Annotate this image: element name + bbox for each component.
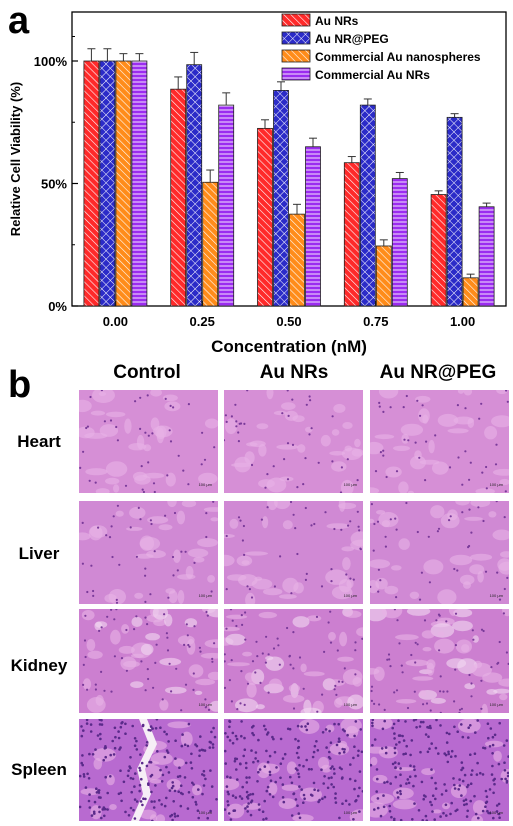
scale-bar-label: 100 μm [489,702,503,707]
bar-commercial-au-nanospheres-0.50 [289,213,305,307]
tissue-heart-au-nr-peg: 100 μm [370,390,509,493]
bar-au-nrs-0.50 [257,127,273,307]
tissue-texture [224,390,363,493]
column-title-control: Control [113,362,181,383]
panel-b-letter: b [8,364,32,406]
tissue-liver-au-nrs: 100 μm [224,501,363,604]
x-tick-label: 0.50 [276,314,301,329]
tissue-texture [79,501,218,604]
y-tick-label: 0% [48,299,67,314]
bar-au-nrs-0.00 [83,60,100,307]
bar-au-nrs-0.75 [343,162,360,307]
bar-commercial-au-nrs-0.50 [305,146,321,307]
x-axis-label: Concentration (nM) [211,337,367,356]
tissue-liver-au-nr-peg: 100 μm [370,501,509,604]
tissue-texture [224,609,363,713]
tissue-texture [79,609,218,713]
tissue-kidney-au-nrs: 100 μm [224,609,363,713]
legend-swatch [281,13,311,27]
panel-a-letter: a [8,0,30,42]
tissue-spleen-control: 100 μm [79,719,218,821]
bar-commercial-au-nrs-0.25 [218,104,235,307]
y-axis-label: Relative Cell Viability (%) [8,82,23,236]
scale-bar-label: 100 μm [489,593,503,598]
scale-bar-label: 100 μm [343,702,357,707]
tissue-texture [224,501,363,604]
bar-au-nrs-0.25 [170,88,187,307]
bar-au-nr-peg-0.75 [359,104,376,307]
row-label-liver: Liver [18,544,60,563]
tissue-spleen-au-nr-peg: 100 μm [370,719,509,821]
y-tick-label: 50% [41,177,67,192]
bar-commercial-au-nrs-0.00 [131,60,148,307]
legend-swatch [281,31,311,45]
scale-bar-label: 100 μm [198,702,212,707]
legend-swatch [281,49,311,63]
row-label-kidney: Kidney [10,656,68,675]
scale-bar-label: 100 μm [198,482,212,487]
column-title-au-nr-peg: Au NR@PEG [379,362,497,383]
tissue-liver-control: 100 μm [79,501,218,604]
bar-au-nr-peg-0.50 [273,90,289,307]
tissue-heart-control: 100 μm [79,390,218,493]
bar-commercial-au-nrs-1.00 [478,206,495,307]
row-label-spleen: Spleen [11,760,67,779]
x-tick-label: 0.75 [363,314,388,329]
scale-bar-label: 100 μm [343,593,357,598]
y-tick-label: 100% [34,54,68,69]
tissue-spleen-au-nrs: 100 μm [224,719,363,821]
bar-au-nrs-1.00 [430,194,447,307]
scale-bar-label: 100 μm [198,593,212,598]
scale-bar-label: 100 μm [343,810,357,815]
scale-bar-label: 100 μm [489,482,503,487]
bar-commercial-au-nrs-0.75 [391,178,408,307]
bar-commercial-au-nanospheres-0.25 [202,181,219,307]
x-tick-label: 0.00 [103,314,128,329]
tissue-texture [370,609,509,713]
tissue-heart-au-nrs: 100 μm [224,390,363,493]
tissue-kidney-au-nr-peg: 100 μm [370,609,509,713]
legend-label: Au NRs [315,14,359,28]
legend-swatch [281,67,311,81]
legend-label: Au NR@PEG [315,32,389,46]
tissue-texture [79,390,218,493]
scale-bar-label: 100 μm [489,810,503,815]
x-tick-label: 1.00 [450,314,475,329]
tissue-texture [79,719,218,821]
tissue-texture [370,390,509,493]
legend-label: Commercial Au nanospheres [315,50,481,64]
bar-commercial-au-nanospheres-1.00 [462,277,479,307]
tissue-texture [370,719,509,821]
scale-bar-label: 100 μm [343,482,357,487]
bar-au-nr-peg-0.25 [186,64,203,307]
bar-au-nr-peg-0.00 [99,60,116,307]
column-title-au-nrs: Au NRs [259,362,329,383]
bar-commercial-au-nanospheres-0.00 [115,60,132,307]
tissue-kidney-control: 100 μm [79,609,218,713]
bar-commercial-au-nanospheres-0.75 [375,245,392,307]
bar-chart: 0% 50% 100% 0.00 0.25 0.50 0.75 1.00 Concentrati… [8,11,507,356]
tissue-texture [224,719,363,821]
tissue-texture [370,501,509,604]
legend-label: Commercial Au NRs [315,68,430,82]
row-label-heart: Heart [17,432,61,451]
scale-bar-label: 100 μm [198,810,212,815]
x-tick-label: 0.25 [190,314,215,329]
bar-au-nr-peg-1.00 [446,116,463,307]
